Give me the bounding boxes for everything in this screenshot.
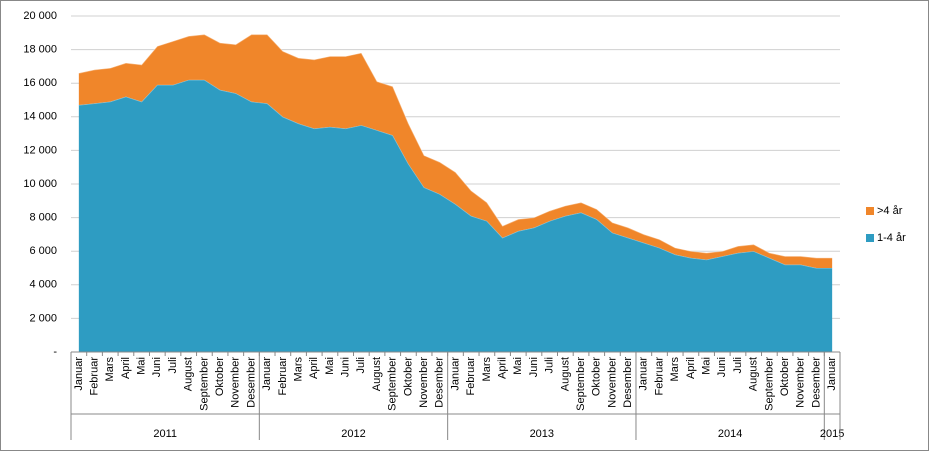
x-tick-label: April [120, 357, 132, 379]
y-tick-label: 20 000 [23, 10, 57, 22]
x-tick-label: April [308, 357, 320, 379]
x-tick-label: November [230, 357, 242, 408]
x-tick-label: Februar [465, 357, 477, 396]
x-tick-label: Juni [151, 357, 163, 377]
x-tick-label: Desember [622, 357, 634, 408]
x-tick-label: November [418, 357, 430, 408]
x-tick-label: September [198, 357, 210, 411]
x-tick-label: Oktober [402, 357, 414, 396]
x-tick-label: Januar [638, 357, 650, 391]
x-tick-label: Mars [669, 357, 681, 382]
x-tick-label: Mai [324, 357, 336, 375]
x-tick-label: April [496, 357, 508, 379]
y-tick-label: - [53, 346, 57, 358]
x-tick-label: April [685, 357, 697, 379]
x-tick-label: Mai [701, 357, 713, 375]
x-tick-label: Mars [104, 357, 116, 382]
legend-label: >4 år [877, 205, 903, 217]
x-tick-label: August [748, 357, 760, 391]
group-label: 2013 [530, 428, 554, 440]
x-tick-label: Juni [716, 357, 728, 377]
area [78, 34, 833, 269]
y-tick-label: 18 000 [23, 44, 57, 56]
y-tick-label: 4 000 [29, 279, 57, 291]
group-label: 2012 [341, 428, 365, 440]
x-tick-label: September [387, 357, 399, 411]
x-tick-label: August [559, 357, 571, 391]
x-tick-label: Januar [826, 357, 838, 391]
x-tick-label: Mars [292, 357, 304, 382]
x-tick-label: Februar [653, 357, 665, 396]
x-tick-label: Mars [481, 357, 493, 382]
y-tick-label: 14 000 [23, 111, 57, 123]
legend-swatch [866, 234, 874, 242]
y-tick-label: 12 000 [23, 144, 57, 156]
legend-swatch [866, 207, 874, 215]
y-tick-label: 6 000 [29, 245, 57, 257]
x-tick-label: August [183, 357, 195, 391]
x-tick-label: Juli [167, 357, 179, 374]
x-tick-label: Februar [88, 357, 100, 396]
x-tick-label: Mai [136, 357, 148, 375]
x-tick-label: Oktober [214, 357, 226, 396]
x-tick-label: Desember [810, 357, 822, 408]
area-edge [78, 33, 833, 259]
x-tick-label: Mai [512, 357, 524, 375]
x-tick-label: Desember [434, 357, 446, 408]
x-tick-label: Desember [245, 357, 257, 408]
x-tick-label: Juli [355, 357, 367, 374]
group-label: 2011 [153, 428, 177, 440]
y-tick-label: 10 000 [23, 178, 57, 190]
x-tick-label: Juni [340, 357, 352, 377]
x-tick-label: Juli [544, 357, 556, 374]
y-tick-label: 2 000 [29, 312, 57, 324]
area [78, 79, 833, 352]
y-tick-label: 16 000 [23, 77, 57, 89]
x-tick-label: Oktober [779, 357, 791, 396]
x-tick-label: Februar [277, 357, 289, 396]
x-tick-label: November [795, 357, 807, 408]
x-tick-label: Juni [528, 357, 540, 377]
x-tick-label: Januar [449, 357, 461, 391]
x-tick-label: Juli [732, 357, 744, 374]
x-tick-label: Oktober [591, 357, 603, 396]
x-tick-label: Januar [261, 357, 273, 391]
x-tick-label: September [575, 357, 587, 411]
x-tick-label: September [763, 357, 775, 411]
group-label: 2014 [718, 428, 742, 440]
y-tick-label: 8 000 [29, 212, 57, 224]
x-tick-label: August [371, 357, 383, 391]
x-tick-label: November [606, 357, 618, 408]
legend-label: 1-4 år [877, 232, 906, 244]
group-label: 2015 [820, 428, 844, 440]
x-tick-label: Januar [73, 357, 85, 391]
